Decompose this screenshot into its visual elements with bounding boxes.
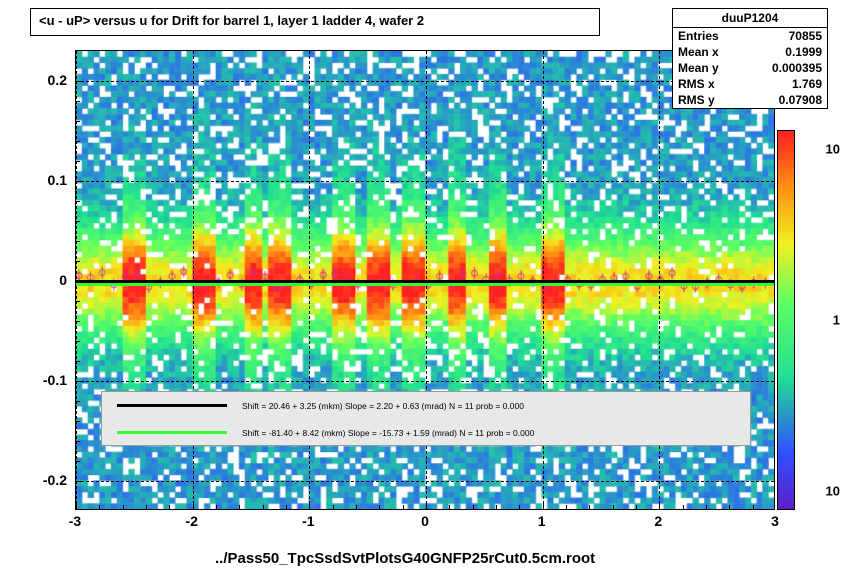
legend-box: Shift = 20.46 + 3.25 (mkm) Slope = 2.20 … xyxy=(101,391,751,446)
x-tick-label: -1 xyxy=(302,513,314,529)
fit-line-green xyxy=(76,283,774,286)
plot-area: Shift = 20.46 + 3.25 (mkm) Slope = 2.20 … xyxy=(75,50,775,510)
colorbar-ticks: 10 1 10 xyxy=(800,130,840,510)
y-tick-label: 0.2 xyxy=(48,72,67,88)
x-tick-label: 2 xyxy=(654,513,662,529)
colorbar xyxy=(777,130,795,510)
legend-swatch-green xyxy=(117,431,227,434)
y-tick-label: -0.1 xyxy=(43,372,67,388)
x-tick-label: -3 xyxy=(69,513,81,529)
grid-line-h xyxy=(76,481,774,482)
y-axis-ticks: -0.2 -0.1 0 0.1 0.2 xyxy=(0,50,72,510)
stats-name: duuP1204 xyxy=(673,9,827,28)
grid-line-h xyxy=(76,381,774,382)
x-axis-ticks: -3-2-10123 xyxy=(75,510,775,540)
y-tick-label: 0 xyxy=(59,272,67,288)
plot-title: <u - uP> versus u for Drift for barrel 1… xyxy=(30,8,600,36)
colorbar-tick-label: 10 xyxy=(826,142,840,157)
footer-path: ../Pass50_TpcSsdSvtPlotsG40GNFP25rCut0.5… xyxy=(215,550,595,567)
y-tick-label: -0.2 xyxy=(43,472,67,488)
stats-box: duuP1204 Entries70855Mean x0.1999Mean y0… xyxy=(672,8,828,109)
x-tick-label: 3 xyxy=(771,513,779,529)
y-tick-label: 0.1 xyxy=(48,172,67,188)
x-tick-label: -2 xyxy=(185,513,197,529)
colorbar-tick-label: 1 xyxy=(833,313,840,328)
x-tick-label: 1 xyxy=(538,513,546,529)
x-tick-label: 0 xyxy=(421,513,429,529)
stat-row: Mean y0.000395 xyxy=(673,60,827,76)
legend-swatch-black xyxy=(117,404,227,407)
legend-text-0: Shift = 20.46 + 3.25 (mkm) Slope = 2.20 … xyxy=(242,401,524,411)
stat-row: Entries70855 xyxy=(673,28,827,44)
grid-line-h xyxy=(76,81,774,82)
stat-row: RMS x1.769 xyxy=(673,76,827,92)
colorbar-tick-label: 10 xyxy=(826,484,840,499)
legend-text-1: Shift = -81.40 + 8.42 (mkm) Slope = -15.… xyxy=(242,428,534,438)
stat-row: RMS y0.07908 xyxy=(673,92,827,108)
stat-row: Mean x0.1999 xyxy=(673,44,827,60)
grid-line-h xyxy=(76,181,774,182)
